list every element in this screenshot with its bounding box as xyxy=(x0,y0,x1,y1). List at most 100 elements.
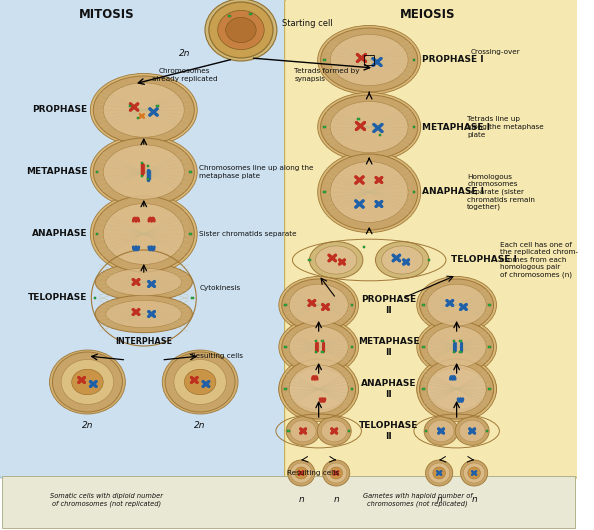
Ellipse shape xyxy=(289,284,348,326)
Ellipse shape xyxy=(72,369,103,395)
Ellipse shape xyxy=(427,365,486,413)
Bar xyxy=(459,351,462,353)
Text: ANAPHASE I: ANAPHASE I xyxy=(422,188,484,197)
Bar xyxy=(285,388,287,390)
Text: Somatic cells with diploid number
of chromosomes (not replicated): Somatic cells with diploid number of chr… xyxy=(50,493,163,507)
Ellipse shape xyxy=(460,460,488,486)
Ellipse shape xyxy=(321,28,418,92)
Ellipse shape xyxy=(226,17,256,42)
Bar xyxy=(422,388,425,390)
Ellipse shape xyxy=(95,263,192,301)
Text: PROPHASE
II: PROPHASE II xyxy=(361,295,416,315)
Ellipse shape xyxy=(282,279,356,331)
Text: Tetrads formed by
synapsis: Tetrads formed by synapsis xyxy=(295,68,360,82)
Bar xyxy=(94,297,96,299)
Ellipse shape xyxy=(287,460,315,486)
Bar xyxy=(413,59,415,61)
Bar xyxy=(321,351,324,353)
Text: n: n xyxy=(471,496,477,505)
Bar xyxy=(323,191,326,193)
Ellipse shape xyxy=(279,277,359,333)
Ellipse shape xyxy=(420,279,494,331)
Ellipse shape xyxy=(321,420,347,441)
Text: 2n: 2n xyxy=(194,421,206,430)
Bar xyxy=(315,340,317,342)
Ellipse shape xyxy=(90,74,197,146)
Text: 2n: 2n xyxy=(82,421,93,430)
Bar xyxy=(486,430,488,432)
Text: Tetrads line up
along the metaphase
plate: Tetrads line up along the metaphase plat… xyxy=(467,117,544,137)
Ellipse shape xyxy=(93,76,194,144)
Ellipse shape xyxy=(433,467,446,479)
Bar xyxy=(141,175,143,177)
Text: Homologous
chromosomes
separate (sister
chromatids remain
together): Homologous chromosomes separate (sister … xyxy=(467,173,535,210)
Text: MEIOSIS: MEIOSIS xyxy=(400,8,455,21)
Ellipse shape xyxy=(463,463,485,483)
Bar xyxy=(379,134,381,136)
Ellipse shape xyxy=(417,360,497,418)
Ellipse shape xyxy=(282,321,356,373)
Ellipse shape xyxy=(106,268,182,296)
Ellipse shape xyxy=(103,204,184,264)
Bar xyxy=(413,126,415,128)
Bar xyxy=(453,340,455,342)
Bar xyxy=(459,340,462,342)
Ellipse shape xyxy=(323,460,350,486)
Bar xyxy=(488,388,491,390)
Ellipse shape xyxy=(427,284,486,326)
Text: INTERPHASE: INTERPHASE xyxy=(115,338,172,347)
Text: Chromosomes
already replicated: Chromosomes already replicated xyxy=(152,68,217,82)
Ellipse shape xyxy=(209,2,273,58)
Ellipse shape xyxy=(90,193,197,275)
Ellipse shape xyxy=(61,359,113,404)
Ellipse shape xyxy=(289,326,348,368)
Ellipse shape xyxy=(95,295,192,333)
Ellipse shape xyxy=(420,321,494,373)
Text: TELOPHASE: TELOPHASE xyxy=(28,294,87,303)
Ellipse shape xyxy=(425,460,453,486)
Bar xyxy=(425,430,428,432)
Bar xyxy=(141,162,143,164)
Ellipse shape xyxy=(424,417,458,445)
Ellipse shape xyxy=(289,365,348,413)
Ellipse shape xyxy=(375,242,429,278)
Text: Resulting cells: Resulting cells xyxy=(287,470,339,476)
Text: n: n xyxy=(436,496,442,505)
Bar xyxy=(422,346,425,348)
Ellipse shape xyxy=(455,417,489,445)
Bar xyxy=(350,304,353,306)
Bar xyxy=(321,340,324,342)
Ellipse shape xyxy=(279,357,359,421)
FancyBboxPatch shape xyxy=(0,0,289,478)
Ellipse shape xyxy=(417,357,497,421)
Ellipse shape xyxy=(317,417,351,445)
Text: TELOPHASE
II: TELOPHASE II xyxy=(359,421,418,441)
Ellipse shape xyxy=(318,25,421,94)
Text: MITOSIS: MITOSIS xyxy=(79,8,135,21)
Bar xyxy=(249,13,252,15)
Text: 2n: 2n xyxy=(179,49,190,57)
Text: Crossing-over: Crossing-over xyxy=(470,49,520,55)
Text: Chromosomes line up along the
metaphase plate: Chromosomes line up along the metaphase … xyxy=(199,165,314,179)
Bar xyxy=(189,171,192,173)
Ellipse shape xyxy=(279,319,359,375)
Bar xyxy=(129,105,131,107)
Ellipse shape xyxy=(289,368,348,410)
Bar xyxy=(364,55,374,65)
Ellipse shape xyxy=(279,360,359,418)
Bar xyxy=(189,233,192,235)
Bar xyxy=(147,178,149,180)
Ellipse shape xyxy=(417,319,497,375)
Bar xyxy=(363,246,365,249)
Text: Sister chromatids separate: Sister chromatids separate xyxy=(199,231,297,237)
Bar xyxy=(137,117,139,119)
Bar xyxy=(2,476,575,528)
Ellipse shape xyxy=(103,145,184,199)
Ellipse shape xyxy=(93,138,194,206)
Bar xyxy=(96,171,99,173)
Ellipse shape xyxy=(315,246,357,274)
Ellipse shape xyxy=(286,417,320,445)
Ellipse shape xyxy=(174,359,226,404)
Ellipse shape xyxy=(52,352,122,412)
Bar xyxy=(413,191,415,193)
